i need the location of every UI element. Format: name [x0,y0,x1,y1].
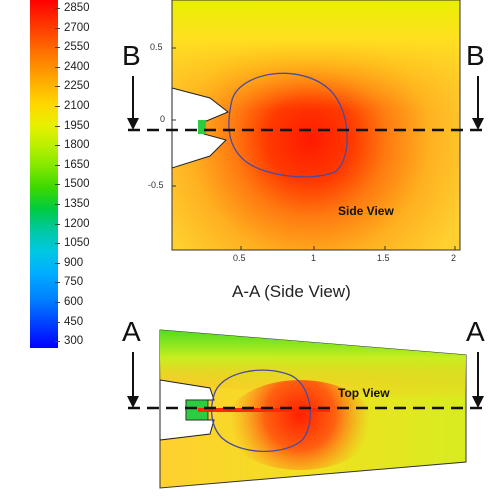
colorbar-label: 2550 [64,41,90,54]
section-line-b [127,76,484,132]
colorbar-label: 2850 [64,2,90,14]
colorbar-label: 1950 [64,119,90,132]
colorbar-tick [55,125,60,127]
colorbar-tick [55,47,60,49]
side-y-tick-1: 0 [160,114,166,124]
side-x-tick-0: 0.5 [233,253,246,263]
side-view-caption: A-A (Side View) [232,282,351,301]
colorbar-tick [55,184,60,186]
colorbar-tick [55,86,60,88]
colorbar-label: 2250 [64,80,90,93]
side-view-panel [171,0,461,251]
side-x-tick-2: 1.5 [377,253,390,263]
top-view-label: Top View [338,386,390,400]
colorbar-tick [55,164,60,166]
side-y-tick-0: 0.5 [150,42,163,52]
colorbar-tick [55,302,60,303]
colorbar-label: 1500 [64,178,90,191]
section-marker-a-right: A [466,316,485,347]
section-line-a [127,352,484,410]
top-view-panel [159,329,467,489]
colorbar-label: 1350 [64,198,90,210]
colorbar-label: 1800 [64,139,90,152]
section-marker-a-left: A [122,316,141,347]
colorbar-label: 750 [64,276,84,289]
colorbar-tick [55,106,60,107]
colorbar-tick [55,341,60,343]
temperature-colorbar [30,0,58,348]
colorbar-tick [55,282,60,284]
colorbar-label: 1050 [64,237,90,250]
colorbar-tick [55,145,60,147]
colorbar-tick [55,243,60,245]
colorbar-label: 2100 [64,100,90,112]
section-marker-b-right: B [466,40,485,71]
colorbar-label: 1650 [64,158,90,171]
side-x-tick-1: 1 [311,253,317,263]
colorbar-label: 300 [64,335,84,348]
colorbar-tick [55,27,60,29]
colorbar-label: 600 [64,296,84,308]
colorbar-tick [55,223,60,225]
colorbar-label: 450 [64,315,84,328]
section-marker-b-left: B [122,40,141,71]
colorbar-label: 2400 [64,60,90,73]
colorbar-tick [55,321,60,323]
colorbar-label: 2700 [64,21,90,34]
side-view-label: Side View [338,204,394,218]
side-y-tick-2: -0.5 [148,180,164,190]
colorbar-label: 1200 [64,217,90,230]
colorbar-label: 900 [64,256,84,269]
colorbar-tick [55,262,60,264]
colorbar-tick [55,66,60,68]
colorbar-tick [55,204,60,205]
side-x-tick-3: 2 [451,253,457,263]
colorbar-tick [55,8,60,9]
